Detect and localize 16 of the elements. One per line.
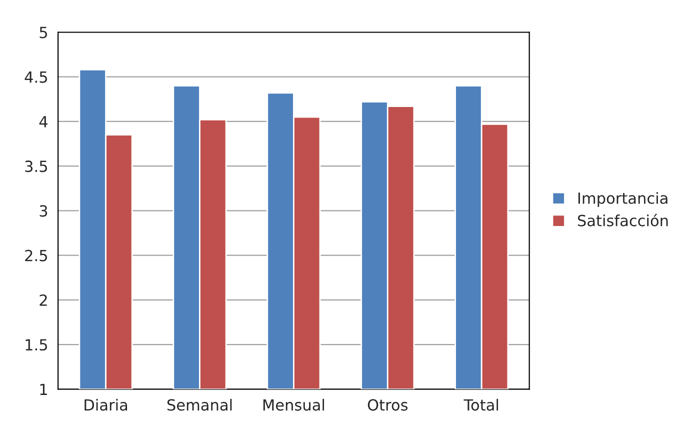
y-tick-label: 1.5 <box>26 339 47 351</box>
y-tick-label: 3.5 <box>25 160 47 172</box>
y-tick-label: 4 <box>39 116 48 128</box>
y-tick-label: 4.5 <box>24 72 47 83</box>
legend-label: Satisfacción <box>578 214 668 226</box>
y-tick-label: 3 <box>40 205 48 217</box>
y-tick-label: 5 <box>40 26 47 38</box>
x-tick-label: Diaria <box>84 398 128 411</box>
y-tick-label: 2 <box>40 294 47 306</box>
x-tick-label: Semanal <box>167 398 232 411</box>
x-tick-label: Mensual <box>263 398 324 411</box>
y-tick-label: 1 <box>40 384 47 395</box>
x-tick-label: Otros <box>368 399 408 411</box>
x-tick-label: Total <box>464 398 498 411</box>
legend-label: Importancia <box>578 192 668 207</box>
y-tick-label: 2.5 <box>25 250 47 262</box>
